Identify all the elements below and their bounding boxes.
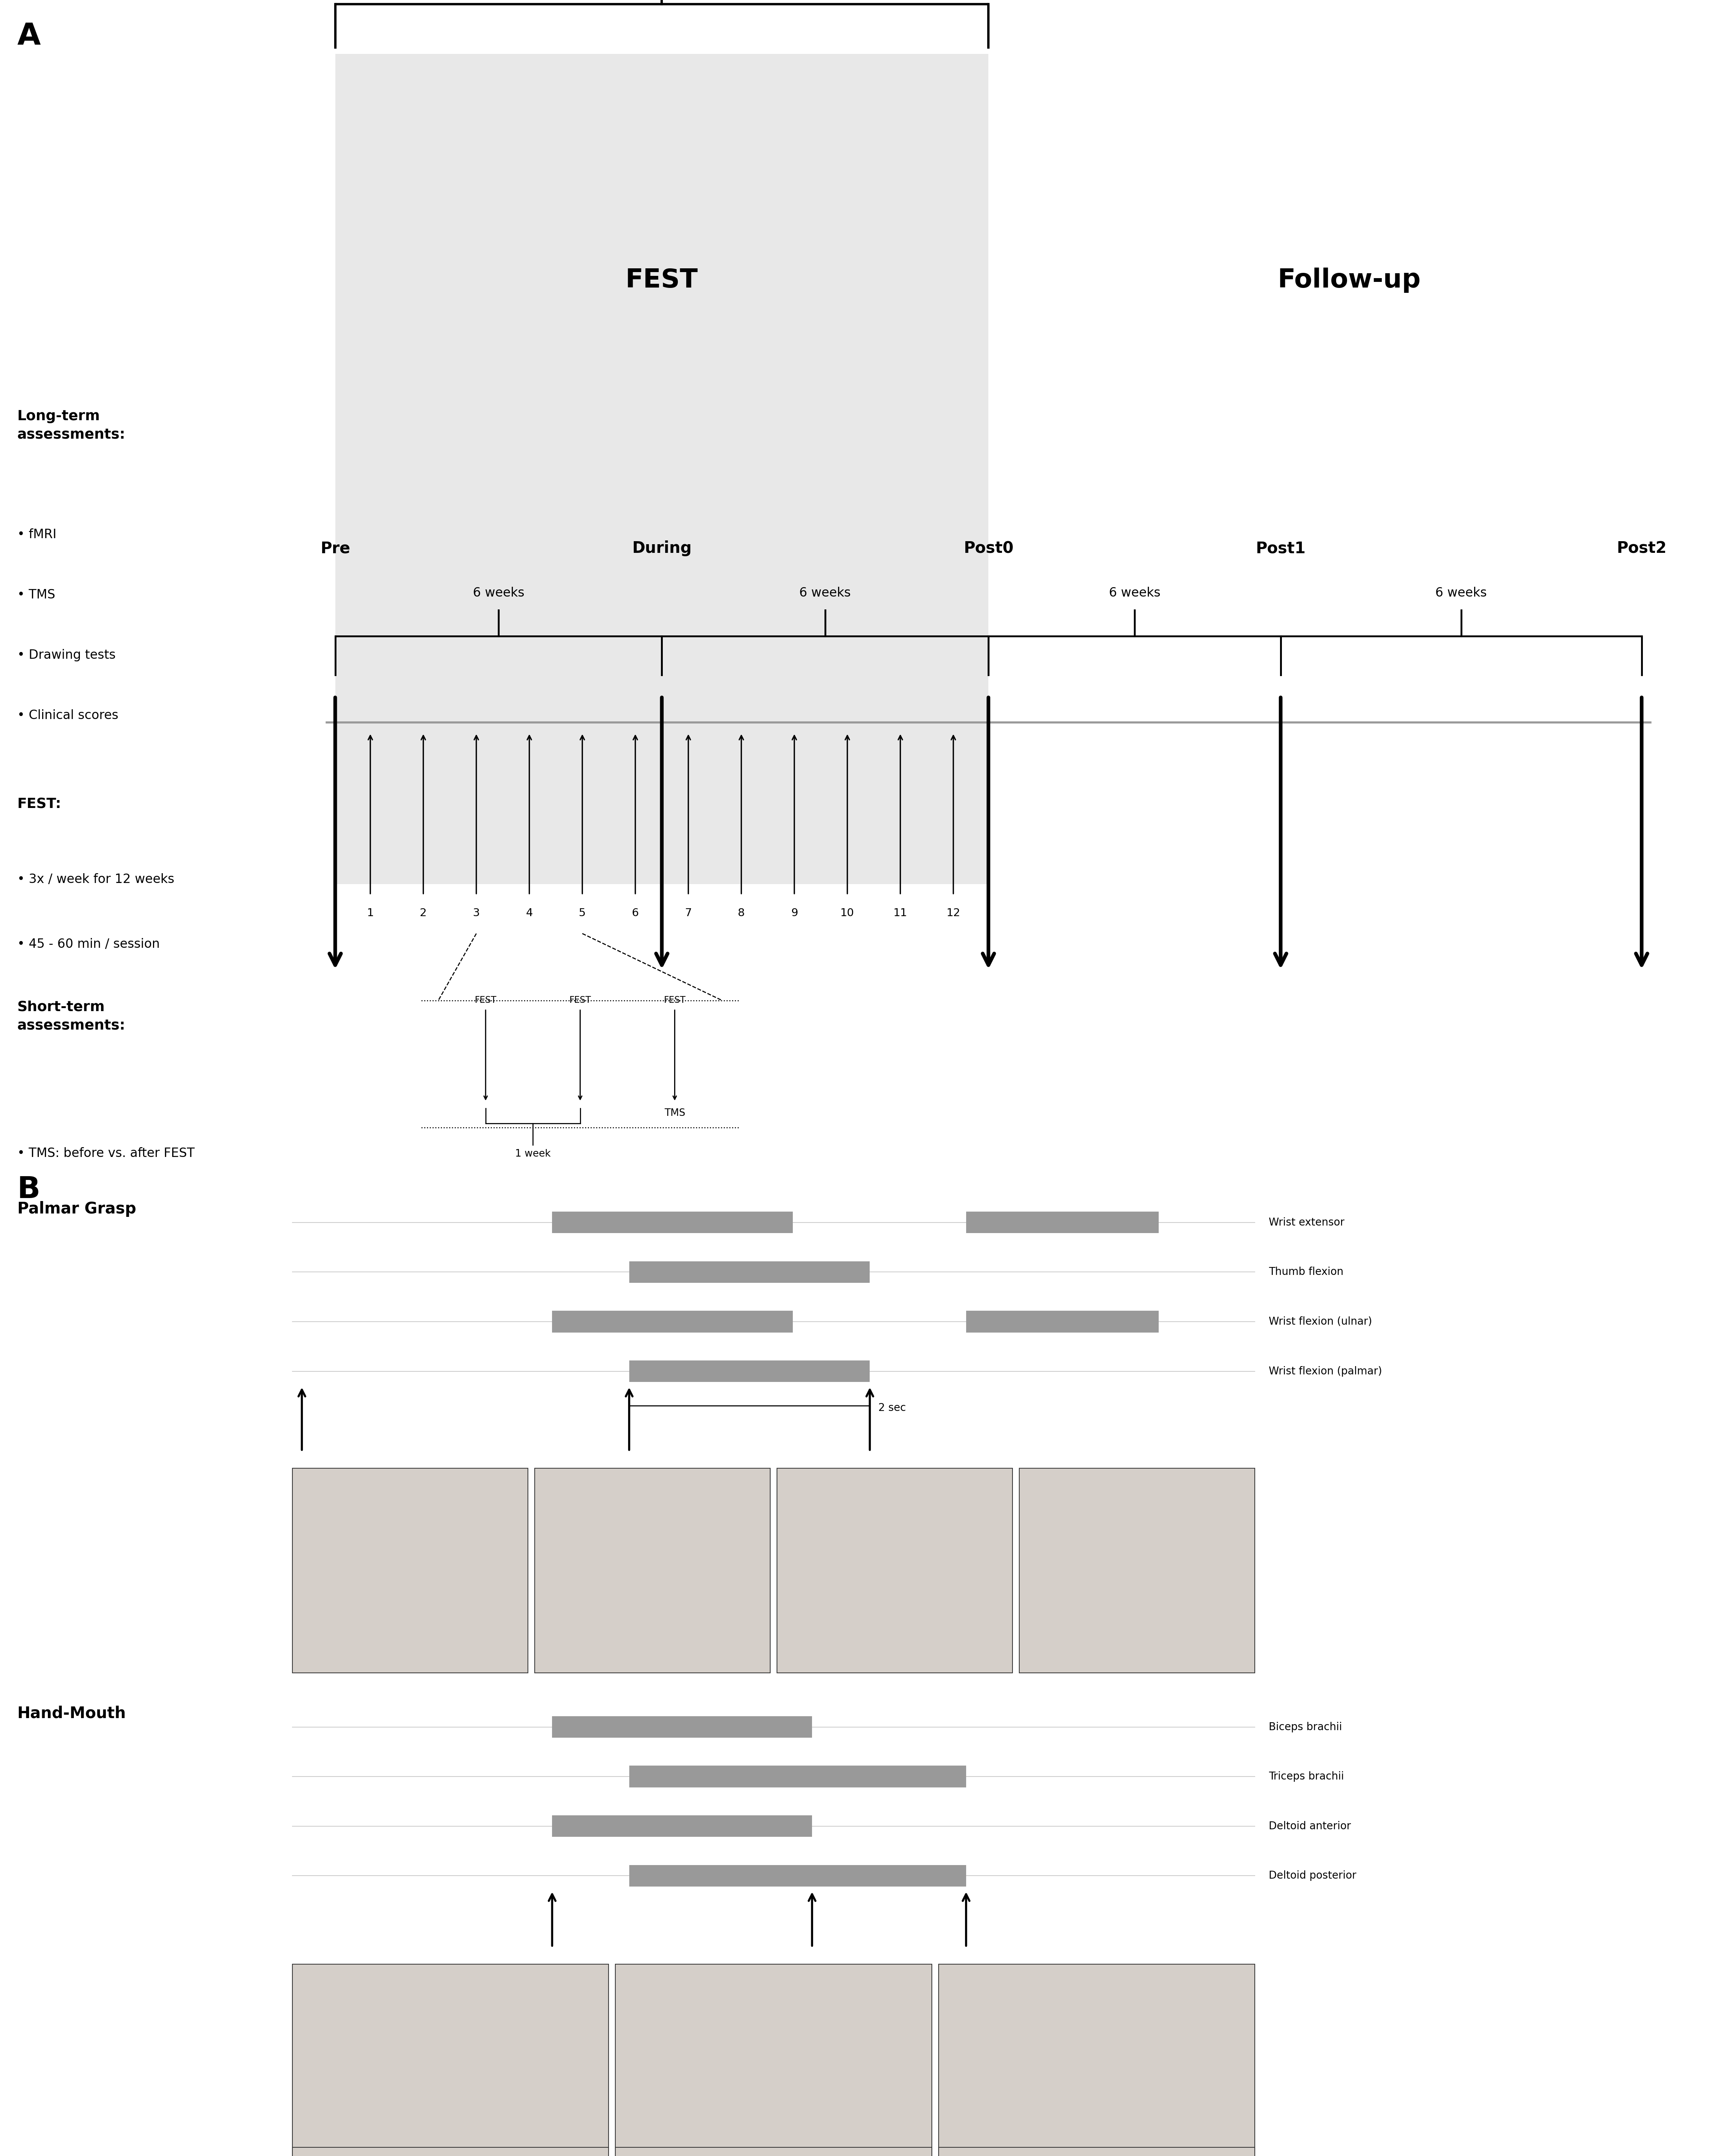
Bar (629, 1766, 966, 1787)
Text: B: B (17, 1175, 40, 1205)
Bar (629, 1360, 870, 1382)
Text: Post0: Post0 (963, 541, 1014, 556)
Bar (552, 1212, 792, 1233)
Text: • TMS: before vs. after FEST: • TMS: before vs. after FEST (17, 1147, 194, 1160)
Text: 10: 10 (841, 908, 854, 918)
Bar (939, 1964, 1255, 2156)
Text: 6 weeks: 6 weeks (473, 586, 524, 599)
Text: Long-term
assessments:: Long-term assessments: (17, 410, 125, 442)
Text: • 45 - 60 min / session: • 45 - 60 min / session (17, 938, 160, 951)
Text: Deltoid anterior: Deltoid anterior (1269, 1822, 1351, 1830)
Text: 12: 12 (947, 908, 961, 918)
Text: Thumb flexion: Thumb flexion (1269, 1268, 1343, 1276)
Bar (615, 1964, 932, 2156)
Text: 1 week: 1 week (516, 1149, 550, 1160)
Text: Short-term
assessments:: Short-term assessments: (17, 1000, 125, 1033)
Text: • fMRI: • fMRI (17, 528, 57, 541)
Text: • Clinical scores: • Clinical scores (17, 709, 119, 722)
Text: 9: 9 (791, 908, 798, 918)
Text: 6 weeks: 6 weeks (799, 586, 851, 599)
Text: FEST: FEST (474, 996, 497, 1005)
Bar (292, 1964, 609, 2156)
Text: Palmar Grasp: Palmar Grasp (17, 1201, 136, 1216)
Text: Hand-Mouth: Hand-Mouth (17, 1705, 125, 1720)
Text: 8: 8 (737, 908, 744, 918)
Text: 3: 3 (473, 908, 480, 918)
Text: Post2: Post2 (1616, 541, 1667, 556)
Text: 11: 11 (894, 908, 908, 918)
Text: Deltoid posterior: Deltoid posterior (1269, 1871, 1356, 1880)
Text: 6 weeks: 6 weeks (1109, 586, 1160, 599)
Bar (966, 1212, 1159, 1233)
Text: Follow-up: Follow-up (1277, 267, 1422, 293)
Text: • TMS: • TMS (17, 589, 55, 602)
Bar (552, 1815, 811, 1837)
Bar (335, 54, 988, 884)
Bar (1019, 1468, 1255, 1673)
Text: Pre: Pre (320, 541, 351, 556)
Text: TMS: TMS (664, 1108, 686, 1119)
Bar (552, 1716, 811, 1738)
Bar (292, 1468, 528, 1673)
Text: Wrist flexion (ulnar): Wrist flexion (ulnar) (1269, 1317, 1372, 1326)
Text: During: During (633, 541, 691, 556)
Text: FEST: FEST (569, 996, 591, 1005)
Text: FEST: FEST (664, 996, 686, 1005)
Text: 4: 4 (526, 908, 533, 918)
Bar (777, 1468, 1012, 1673)
Text: Triceps brachii: Triceps brachii (1269, 1772, 1344, 1781)
Text: 5: 5 (579, 908, 586, 918)
Text: Wrist extensor: Wrist extensor (1269, 1218, 1344, 1227)
Text: • Drawing tests: • Drawing tests (17, 649, 115, 662)
Text: 2: 2 (419, 908, 426, 918)
Text: 6 weeks: 6 weeks (1435, 586, 1487, 599)
Text: 1: 1 (366, 908, 373, 918)
Bar (535, 1468, 770, 1673)
Text: FEST: FEST (626, 267, 698, 293)
Text: • 3x / week for 12 weeks: • 3x / week for 12 weeks (17, 873, 174, 886)
Bar (292, 2147, 609, 2156)
Text: 2 sec: 2 sec (878, 1404, 906, 1412)
Text: A: A (17, 22, 41, 52)
Text: 6: 6 (633, 908, 639, 918)
Bar (552, 1311, 792, 1332)
Text: 7: 7 (684, 908, 691, 918)
Bar (629, 1261, 870, 1283)
Text: FEST:: FEST: (17, 798, 62, 811)
Text: Wrist flexion (palmar): Wrist flexion (palmar) (1269, 1367, 1382, 1376)
Bar (939, 2147, 1255, 2156)
Bar (615, 2147, 932, 2156)
Bar (966, 1311, 1159, 1332)
Bar (629, 1865, 966, 1886)
Text: Biceps brachii: Biceps brachii (1269, 1723, 1343, 1731)
Text: Post1: Post1 (1255, 541, 1306, 556)
